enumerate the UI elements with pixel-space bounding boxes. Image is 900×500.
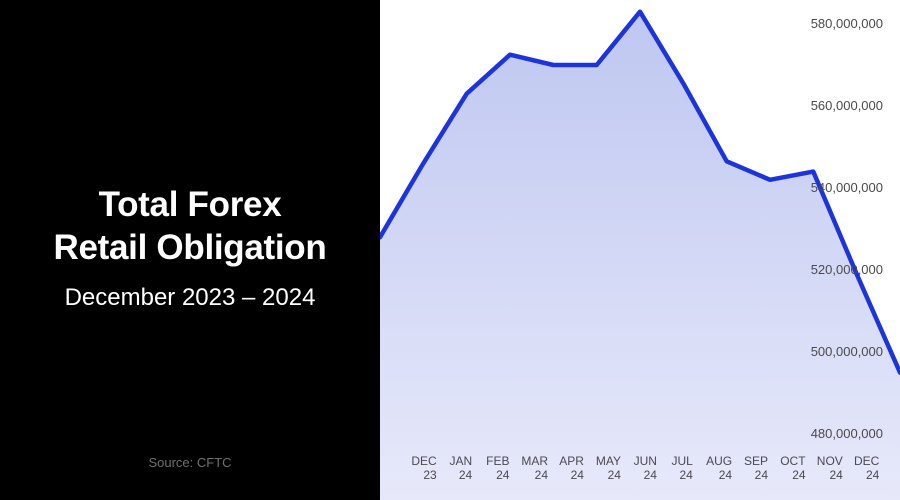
y-tick-label: 520,000,000	[810, 262, 883, 277]
x-tick-label: DEC 24	[854, 454, 880, 482]
x-tick-label: FEB 24	[486, 454, 510, 482]
x-tick-label: JUN 24	[633, 454, 657, 482]
chart-subtitle: December 2023 – 2024	[64, 284, 316, 311]
y-tick-label: 540,000,000	[810, 180, 883, 195]
chart-area: 580,000,000 560,000,000 540,000,000 520,000…	[380, 0, 900, 500]
x-tick-label: APR 24	[559, 454, 584, 482]
x-tick-label: OCT 24	[780, 454, 806, 482]
x-tick-label: SEP 24	[743, 454, 769, 482]
title-block: Total Forex Retail Obligation December 20…	[0, 183, 380, 312]
x-tick-label: MAR 24	[521, 454, 549, 482]
area-chart	[380, 9, 900, 500]
y-tick-label: 580,000,000	[810, 16, 883, 31]
chart-title: Total Forex Retail Obligation	[0, 183, 380, 269]
data-line	[380, 9, 900, 375]
x-tick-label: JUL 24	[671, 454, 693, 482]
x-tick-label: NOV 24	[816, 454, 843, 482]
source-label: Source: CFTC	[148, 455, 232, 470]
y-tick-label: 560,000,000	[810, 98, 883, 113]
x-tick-label: DEC 23	[411, 454, 437, 482]
y-tick-label: 500,000,000	[810, 344, 883, 359]
x-tick-label: AUG 24	[706, 454, 733, 482]
x-tick-label: JAN 24	[449, 454, 473, 482]
left-panel: Total Forex Retail Obligation December 20…	[0, 0, 380, 500]
area-fill	[380, 11, 900, 500]
chart-title-line1: Total Forex	[98, 185, 282, 224]
chart-title-line2: Retail Obligation	[53, 228, 327, 267]
x-tick-label: MAY 24	[595, 454, 621, 482]
y-tick-label: 480,000,000	[810, 426, 883, 441]
